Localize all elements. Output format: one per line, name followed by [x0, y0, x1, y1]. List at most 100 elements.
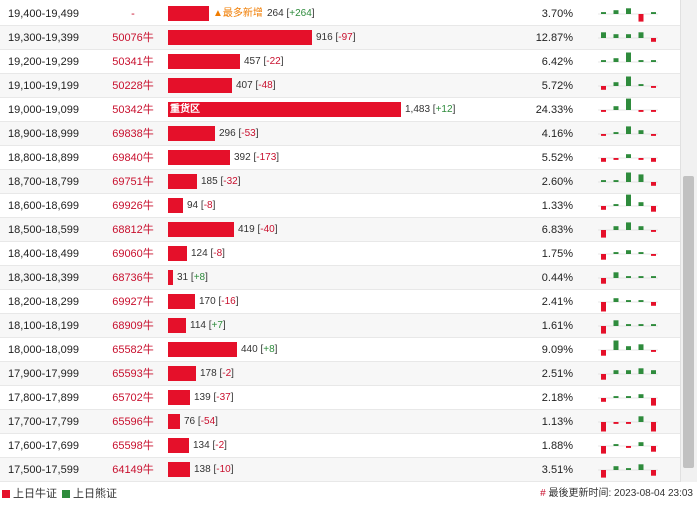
- trend-sparkline: [598, 416, 658, 432]
- sparkline-bar: [613, 10, 619, 14]
- table-row[interactable]: 19,400-19,499 - ▲最多新增 264 [+264] 3.70%: [0, 2, 680, 26]
- table-row[interactable]: 18,700-18,799 69751牛 185 [-32] 2.60%: [0, 170, 680, 194]
- footer: 上日牛证 上日熊证 # 最後更新时间: 2023-08-04 23:03: [0, 482, 697, 506]
- volume-value: 457: [244, 56, 261, 67]
- volume-label: 407 [-48]: [236, 80, 276, 91]
- sparkline-bar: [638, 300, 644, 302]
- table-row[interactable]: 18,800-18,899 69840牛 392 [-173] 5.52%: [0, 146, 680, 170]
- volume-bar: [168, 414, 180, 429]
- volume-value: 264: [267, 8, 284, 19]
- sparkline-bar: [638, 60, 644, 62]
- sparkline-bar: [651, 110, 656, 112]
- cbbc-code-link[interactable]: 50341牛: [112, 56, 154, 68]
- percent-share: 1.61%: [541, 320, 573, 332]
- cbbc-code-link[interactable]: 50228牛: [112, 80, 154, 92]
- table-row[interactable]: 19,300-19,399 50076牛 916 [-97] 12.87%: [0, 26, 680, 50]
- cbbc-code-link[interactable]: 65582牛: [112, 344, 154, 356]
- percent-share: 12.87%: [535, 32, 573, 44]
- cbbc-code-link[interactable]: 69840牛: [112, 152, 154, 164]
- percent-share: 6.42%: [541, 56, 573, 68]
- table-row[interactable]: 17,500-17,599 64149牛 138 [-10] 3.51%: [0, 458, 680, 482]
- cbbc-code-link[interactable]: 69060牛: [112, 248, 154, 260]
- volume-label: 139 [-37]: [194, 392, 234, 403]
- sparkline-bar: [601, 32, 606, 38]
- volume-value: 139: [194, 392, 211, 403]
- cbbc-code-link[interactable]: -: [131, 8, 135, 20]
- sparkline-bar: [601, 302, 606, 312]
- table-row[interactable]: 18,600-18,699 69926牛 94 [-8] 1.33%: [0, 194, 680, 218]
- sparkline-bar: [651, 324, 656, 326]
- trend-sparkline: [598, 194, 658, 212]
- cbbc-code-link[interactable]: 65596牛: [112, 416, 154, 428]
- table-row[interactable]: 18,200-18,299 69927牛 170 [-16] 2.41%: [0, 290, 680, 314]
- cbbc-code-link[interactable]: 65702牛: [112, 392, 154, 404]
- table-row[interactable]: 18,500-18,599 68812牛 419 [-40] 6.83%: [0, 218, 680, 242]
- sparkline-bar: [601, 374, 606, 380]
- sparkline-bar: [613, 58, 619, 62]
- table-row[interactable]: 19,000-19,099 50342牛 重货区 1,483 [+12] 24.33%: [0, 98, 680, 122]
- table-row[interactable]: 18,000-18,099 65582牛 440 [+8] 9.09%: [0, 338, 680, 362]
- sparkline-bar: [601, 230, 606, 238]
- cbbc-code-link[interactable]: 69926牛: [112, 200, 154, 212]
- volume-label: 1,483 [+12]: [405, 104, 456, 115]
- sparkline-bar: [613, 34, 619, 38]
- cbbc-code-link[interactable]: 64149牛: [112, 464, 154, 476]
- volume-change: -8: [203, 200, 213, 211]
- percent-share: 1.75%: [541, 248, 573, 260]
- cbbc-code-link[interactable]: 50076牛: [112, 32, 154, 44]
- table-row[interactable]: 17,800-17,899 65702牛 139 [-37] 2.18%: [0, 386, 680, 410]
- trend-sparkline: [598, 172, 658, 186]
- cbbc-code-link[interactable]: 69927牛: [112, 296, 154, 308]
- most-added-tag: ▲最多新增: [213, 8, 263, 19]
- sparkline-bar: [613, 370, 619, 374]
- scrollbar[interactable]: [680, 0, 697, 482]
- sparkline-bar: [626, 276, 631, 278]
- percent-share: 3.70%: [541, 8, 573, 20]
- scrollbar-thumb[interactable]: [683, 176, 694, 468]
- volume-label: 392 [-173]: [234, 152, 280, 163]
- volume-value: 114: [190, 320, 206, 331]
- volume-bar: [168, 150, 230, 165]
- table-row[interactable]: 17,600-17,699 65598牛 134 [-2] 1.88%: [0, 434, 680, 458]
- cbbc-code-link[interactable]: 65593牛: [112, 368, 154, 380]
- table-row[interactable]: 18,100-18,199 68909牛 114 [+7] 1.61%: [0, 314, 680, 338]
- trend-sparkline: [598, 154, 658, 162]
- cbbc-code-link[interactable]: 69751牛: [112, 176, 154, 188]
- volume-value: 138: [194, 464, 211, 475]
- volume-label: 114 [+7]: [190, 320, 226, 331]
- percent-share: 1.33%: [541, 200, 573, 212]
- sparkline-bar: [601, 446, 606, 454]
- cbbc-code-link[interactable]: 65598牛: [112, 440, 154, 452]
- volume-change: -40: [260, 224, 275, 235]
- volume-change: +7: [211, 320, 223, 331]
- table-row[interactable]: 18,900-18,999 69838牛 296 [-53] 4.16%: [0, 122, 680, 146]
- table-row[interactable]: 17,900-17,999 65593牛 178 [-2] 2.51%: [0, 362, 680, 386]
- strike-range: 18,300-18,399: [8, 272, 79, 284]
- sparkline-bar: [651, 206, 656, 212]
- percent-share: 4.16%: [541, 128, 573, 140]
- cbbc-code-link[interactable]: 50342牛: [112, 104, 154, 116]
- sparkline-bar: [613, 82, 619, 86]
- table-row[interactable]: 18,300-18,399 68736牛 31 [+8] 0.44%: [0, 266, 680, 290]
- strike-range: 18,900-18,999: [8, 128, 79, 140]
- strike-range: 18,800-18,899: [8, 152, 79, 164]
- sparkline-bar: [613, 180, 619, 182]
- sparkline-bar: [601, 110, 606, 112]
- cbbc-code-link[interactable]: 68909牛: [112, 320, 154, 332]
- table-row[interactable]: 17,700-17,799 65596牛 76 [-54] 1.13%: [0, 410, 680, 434]
- cbbc-code-link[interactable]: 68812牛: [112, 224, 154, 236]
- sparkline-bar: [638, 226, 644, 230]
- table-row[interactable]: 19,100-19,199 50228牛 407 [-48] 5.72%: [0, 74, 680, 98]
- volume-value: 134: [193, 440, 210, 451]
- sparkline-bar: [651, 350, 656, 352]
- volume-bar: [168, 78, 232, 93]
- volume-bar: [168, 342, 237, 357]
- last-update-label: 最後更新时间:: [548, 488, 612, 499]
- trend-sparkline: [598, 272, 658, 284]
- cbbc-code-link[interactable]: 69838牛: [112, 128, 154, 140]
- table-row[interactable]: 18,400-18,499 69060牛 124 [-8] 1.75%: [0, 242, 680, 266]
- bull-legend-swatch: [2, 490, 10, 498]
- volume-label: 440 [+8]: [241, 344, 278, 355]
- table-row[interactable]: 19,200-19,299 50341牛 457 [-22] 6.42%: [0, 50, 680, 74]
- cbbc-code-link[interactable]: 68736牛: [112, 272, 154, 284]
